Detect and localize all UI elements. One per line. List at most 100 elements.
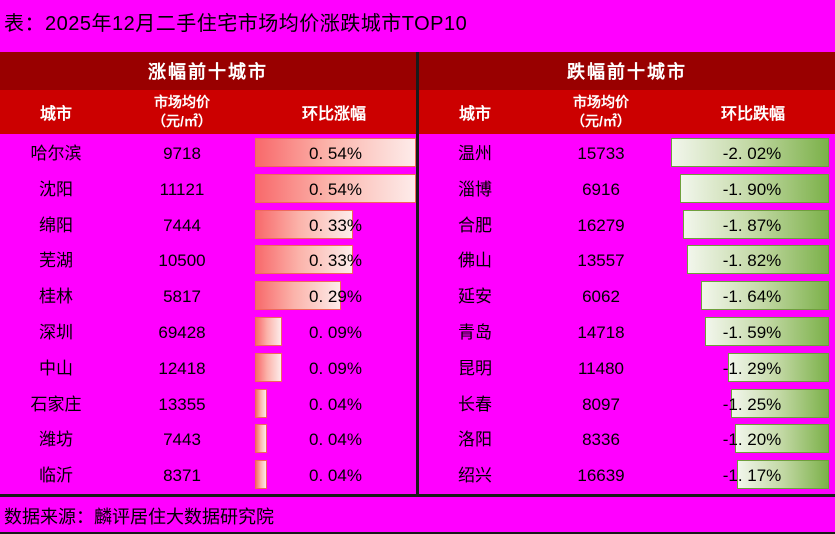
price-cell: 16639 [577, 466, 625, 485]
city-cell: 中山 [39, 359, 73, 378]
price-cell: 8097 [582, 395, 620, 414]
price-cell: 14718 [577, 323, 625, 342]
table-row: 中山 12418 0. 09% [0, 351, 416, 387]
change-bar [671, 138, 829, 167]
column-header-city: 城市 [458, 106, 491, 123]
change-bar [255, 174, 416, 203]
change-value: 0. 54% [309, 144, 362, 163]
city-cell: 深圳 [39, 323, 73, 342]
decliners-panel-title: 跌幅前十城市 [419, 52, 835, 90]
table-row: 石家庄 13355 0. 04% [0, 387, 416, 423]
city-cell: 昆明 [458, 359, 492, 378]
table-row: 潍坊 7443 0. 04% [0, 422, 416, 458]
city-cell: 沈阳 [39, 180, 73, 199]
change-value: -1. 87% [722, 216, 782, 235]
change-bar [255, 245, 353, 274]
table-row: 温州 15733 -2. 02% [419, 136, 835, 172]
change-value: -1. 64% [722, 287, 782, 306]
price-cell: 10500 [158, 251, 206, 270]
change-bar [680, 174, 829, 203]
column-header-change-up: 环比涨幅 [301, 106, 366, 123]
price-cell: 7443 [163, 430, 201, 449]
change-value: -1. 29% [722, 359, 782, 378]
change-bar [255, 353, 282, 382]
change-bar [705, 317, 829, 346]
table-row: 桂林 5817 0. 29% [0, 279, 416, 315]
city-cell: 临沂 [39, 466, 73, 485]
change-value: -2. 02% [722, 144, 782, 163]
table-row: 洛阳 8336 -1. 20% [419, 422, 835, 458]
column-header-price: 市场均价 （元/㎡） [531, 90, 671, 134]
city-cell: 延安 [458, 287, 492, 306]
table-row: 长春 8097 -1. 25% [419, 387, 835, 423]
table-row: 哈尔滨 9718 0. 54% [0, 136, 416, 172]
change-bar [255, 138, 416, 167]
change-value: -1. 82% [722, 251, 782, 270]
table-row: 佛山 13557 -1. 82% [419, 243, 835, 279]
change-value: -1. 59% [722, 323, 782, 342]
table-row: 淄博 6916 -1. 90% [419, 172, 835, 208]
change-bar [701, 281, 829, 310]
city-cell: 绵阳 [39, 216, 73, 235]
price-cell: 12418 [158, 359, 206, 378]
price-cell: 15733 [577, 144, 625, 163]
decliners-rows: 温州 15733 -2. 02% 淄博 6916 -1. 90% 合肥 16279 -1. 87… [419, 136, 835, 494]
change-bar [728, 353, 829, 382]
price-cell: 11121 [159, 180, 205, 199]
city-cell: 青岛 [458, 323, 492, 342]
change-value: -1. 17% [722, 466, 782, 485]
top10-table: 涨幅前十城市 城市 市场均价 （元/㎡） 环比涨幅 哈尔滨 9718 0. 54% 沈… [0, 52, 835, 497]
city-cell: 绍兴 [458, 466, 492, 485]
price-cell: 13557 [577, 251, 625, 270]
decliners-column-headers: 城市 市场均价 （元/㎡） 环比跌幅 [419, 90, 835, 134]
data-source-note: 数据来源：麟评居住大数据研究院 [4, 507, 274, 527]
column-header-city: 城市 [39, 106, 72, 123]
change-bar [255, 389, 267, 418]
change-bar [683, 210, 829, 239]
change-bar [735, 424, 829, 453]
city-cell: 桂林 [39, 287, 73, 306]
price-cell: 5817 [163, 287, 201, 306]
city-cell: 哈尔滨 [30, 144, 82, 163]
price-cell: 6062 [582, 287, 620, 306]
table-row: 延安 6062 -1. 64% [419, 279, 835, 315]
change-value: 0. 29% [309, 287, 362, 306]
price-cell: 13355 [158, 395, 206, 414]
price-cell: 16279 [577, 216, 625, 235]
bottom-edge-line [0, 532, 835, 534]
table-bottom-border [0, 494, 835, 497]
change-value: 0. 04% [309, 466, 362, 485]
price-cell: 6916 [582, 180, 620, 199]
table-row: 芜湖 10500 0. 33% [0, 243, 416, 279]
price-cell: 69428 [158, 323, 206, 342]
city-cell: 温州 [458, 144, 492, 163]
change-value: 0. 33% [309, 216, 362, 235]
change-bar [255, 317, 282, 346]
change-value: 0. 09% [309, 323, 362, 342]
change-value: 0. 04% [309, 395, 362, 414]
column-header-price-line1: 市场均价 [154, 94, 210, 110]
table-row: 绵阳 7444 0. 33% [0, 208, 416, 244]
city-cell: 石家庄 [30, 395, 82, 414]
table-row: 临沂 8371 0. 04% [0, 458, 416, 494]
column-header-price-line2: （元/㎡） [152, 113, 212, 129]
price-cell: 8336 [582, 430, 620, 449]
column-header-change-down: 环比跌幅 [720, 106, 785, 123]
city-cell: 长春 [458, 395, 492, 414]
price-cell: 7444 [163, 216, 201, 235]
gainers-panel-title: 涨幅前十城市 [0, 52, 416, 90]
price-cell: 8371 [163, 466, 201, 485]
change-bar [731, 389, 829, 418]
change-bar [255, 424, 267, 453]
city-cell: 潍坊 [39, 430, 73, 449]
table-row: 绍兴 16639 -1. 17% [419, 458, 835, 494]
gainers-rows: 哈尔滨 9718 0. 54% 沈阳 11121 0. 54% 绵阳 7444 0. 33% 芜湖… [0, 136, 416, 494]
change-bar [255, 460, 267, 489]
city-cell: 芜湖 [39, 251, 73, 270]
table-row: 合肥 16279 -1. 87% [419, 208, 835, 244]
table-row: 沈阳 11121 0. 54% [0, 172, 416, 208]
column-header-price-line1: 市场均价 [573, 94, 629, 110]
change-bar [255, 281, 341, 310]
change-bar [255, 210, 353, 239]
change-bar [687, 245, 829, 274]
